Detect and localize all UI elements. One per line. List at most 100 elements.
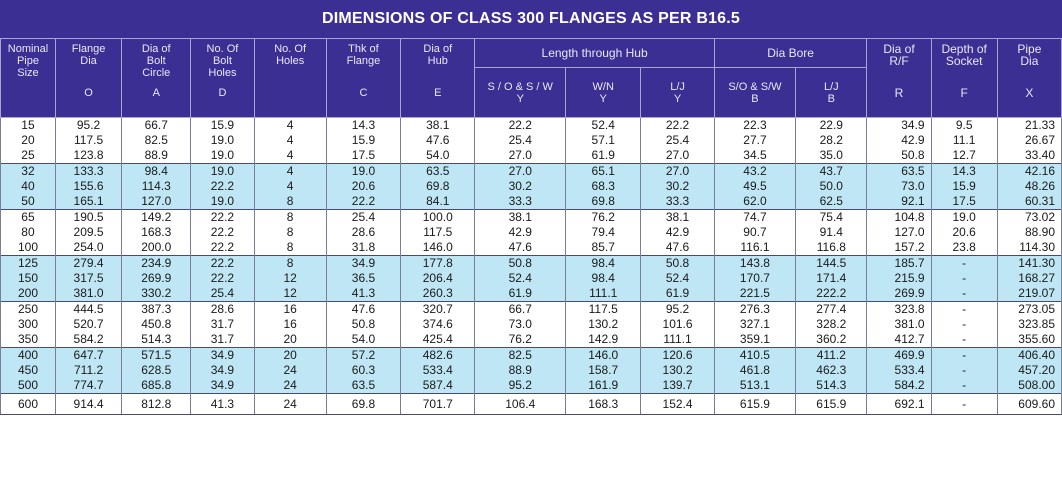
cell-no-of-holes: 12 (253, 286, 327, 302)
cell-depth-of-socket: 14.3 (930, 163, 998, 179)
cell-no-of-holes: 4 (253, 179, 327, 194)
table-row: 100 254.0 200.0 22.2 8 31.8 146.0 47.6 85.7 47.6 1… (0, 240, 1062, 256)
header-text: S/O & S/W (728, 80, 782, 93)
cell-dia-of-hub: 47.6 (400, 133, 476, 148)
header-letter: Y (599, 92, 607, 105)
header-text: Pipe (16, 55, 39, 67)
cell-pipe-dia: 323.85 (996, 317, 1062, 332)
header-text: Pipe (1017, 42, 1042, 56)
header-pipe-dia: Pipe Dia X (996, 38, 1062, 118)
cell-length-wn: 52.4 (565, 117, 642, 133)
header-text: L/J (670, 80, 685, 93)
cell-flange-dia: 95.2 (54, 117, 123, 133)
cell-depth-of-socket: 17.5 (930, 194, 998, 210)
cell-length-lj: 42.9 (640, 225, 715, 240)
header-thk-of-flange: Thk of Flange C (325, 38, 402, 118)
header-text: Socket (945, 54, 983, 68)
cell-thk-of-flange: 25.4 (325, 209, 402, 225)
cell-no-of-holes: 8 (253, 255, 327, 271)
cell-depth-of-socket: 15.9 (930, 179, 998, 194)
cell-bolt-circle: 168.3 (121, 225, 192, 240)
header-text: Hub (427, 55, 448, 67)
cell-bore-so-sw: 461.8 (713, 363, 797, 378)
cell-no-of-holes: 16 (253, 301, 327, 317)
header-letter: Y (673, 92, 682, 105)
cell-no-of-holes: 4 (253, 133, 327, 148)
cell-length-so-sw: 88.9 (474, 363, 567, 378)
cell-bore-lj: 22.9 (795, 117, 868, 133)
table-row: 80 209.5 168.3 22.2 8 28.6 117.5 42.9 79.4 42.9 90… (0, 225, 1062, 240)
header-letter: R (894, 86, 904, 100)
cell-flange-dia: 381.0 (54, 286, 123, 302)
header-dia-of-hub: Dia of Hub E (400, 38, 476, 118)
cell-nominal-pipe-size: 125 (0, 255, 56, 271)
cell-bolt-hole-dia: 34.9 (190, 363, 255, 378)
cell-bore-so-sw: 49.5 (713, 179, 797, 194)
cell-bolt-hole-dia: 31.7 (190, 332, 255, 348)
cell-bolt-circle: 514.3 (121, 332, 192, 348)
cell-length-so-sw: 47.6 (474, 240, 567, 256)
cell-bore-so-sw: 410.5 (713, 347, 797, 363)
cell-bore-so-sw: 615.9 (713, 393, 797, 415)
cell-nominal-pipe-size: 400 (0, 347, 56, 363)
cell-pipe-dia: 42.16 (996, 163, 1062, 179)
cell-length-so-sw: 76.2 (474, 332, 567, 348)
table-row: 350 584.2 514.3 31.7 20 54.0 425.4 76.2 142.9 111… (0, 332, 1062, 348)
cell-bolt-circle: 88.9 (121, 148, 192, 164)
cell-length-lj: 27.0 (640, 148, 715, 164)
cell-thk-of-flange: 14.3 (325, 117, 402, 133)
cell-pipe-dia: 141.30 (996, 255, 1062, 271)
cell-no-of-holes: 8 (253, 240, 327, 256)
header-letter: D (218, 87, 227, 99)
cell-nominal-pipe-size: 100 (0, 240, 56, 256)
cell-flange-dia: 254.0 (54, 240, 123, 256)
cell-no-of-holes: 16 (253, 317, 327, 332)
header-text: No. Of (206, 43, 239, 55)
table-row: 40 155.6 114.3 22.2 4 20.6 69.8 30.2 68.3 30.2 49.… (0, 179, 1062, 194)
cell-length-so-sw: 33.3 (474, 194, 567, 210)
cell-nominal-pipe-size: 65 (0, 209, 56, 225)
cell-length-lj: 130.2 (640, 363, 715, 378)
cell-dia-of-hub: 260.3 (400, 286, 476, 302)
cell-bolt-hole-dia: 19.0 (190, 133, 255, 148)
cell-length-lj: 111.1 (640, 332, 715, 348)
cell-depth-of-socket: - (930, 332, 998, 348)
cell-length-so-sw: 25.4 (474, 133, 567, 148)
table-row: 400 647.7 571.5 34.9 20 57.2 482.6 82.5 146.0 120… (0, 347, 1062, 363)
cell-length-so-sw: 38.1 (474, 209, 567, 225)
cell-bolt-circle: 82.5 (121, 133, 192, 148)
cell-flange-dia: 123.8 (54, 148, 123, 164)
table-row: 20 117.5 82.5 19.0 4 15.9 47.6 25.4 57.1 25.4 27.7… (0, 133, 1062, 148)
cell-dia-of-rf: 92.1 (866, 194, 932, 210)
cell-dia-of-rf: 215.9 (866, 271, 932, 286)
cell-bolt-hole-dia: 41.3 (190, 393, 255, 415)
cell-bolt-circle: 330.2 (121, 286, 192, 302)
cell-nominal-pipe-size: 50 (0, 194, 56, 210)
cell-thk-of-flange: 19.0 (325, 163, 402, 179)
cell-nominal-pipe-size: 32 (0, 163, 56, 179)
cell-bolt-hole-dia: 15.9 (190, 117, 255, 133)
header-text: Dia of (883, 42, 915, 56)
cell-dia-of-rf: 381.0 (866, 317, 932, 332)
cell-dia-of-hub: 320.7 (400, 301, 476, 317)
cell-pipe-dia: 114.30 (996, 240, 1062, 256)
cell-flange-dia: 444.5 (54, 301, 123, 317)
cell-dia-of-hub: 63.5 (400, 163, 476, 179)
header-text: Bolt (146, 55, 166, 67)
cell-no-of-holes: 20 (253, 347, 327, 363)
cell-nominal-pipe-size: 20 (0, 133, 56, 148)
cell-flange-dia: 190.5 (54, 209, 123, 225)
cell-length-wn: 85.7 (565, 240, 642, 256)
header-text: S / O & S / W (487, 80, 553, 93)
cell-flange-dia: 711.2 (54, 363, 123, 378)
cell-nominal-pipe-size: 450 (0, 363, 56, 378)
cell-no-of-holes: 8 (253, 194, 327, 210)
cell-dia-of-rf: 692.1 (866, 393, 932, 415)
cell-pipe-dia: 26.67 (996, 133, 1062, 148)
cell-nominal-pipe-size: 300 (0, 317, 56, 332)
cell-dia-of-rf: 157.2 (866, 240, 932, 256)
header-text: Circle (142, 67, 171, 79)
cell-flange-dia: 774.7 (54, 378, 123, 394)
cell-dia-of-rf: 127.0 (866, 225, 932, 240)
table-row: 65 190.5 149.2 22.2 8 25.4 100.0 38.1 76.2 38.1 74… (0, 209, 1062, 225)
